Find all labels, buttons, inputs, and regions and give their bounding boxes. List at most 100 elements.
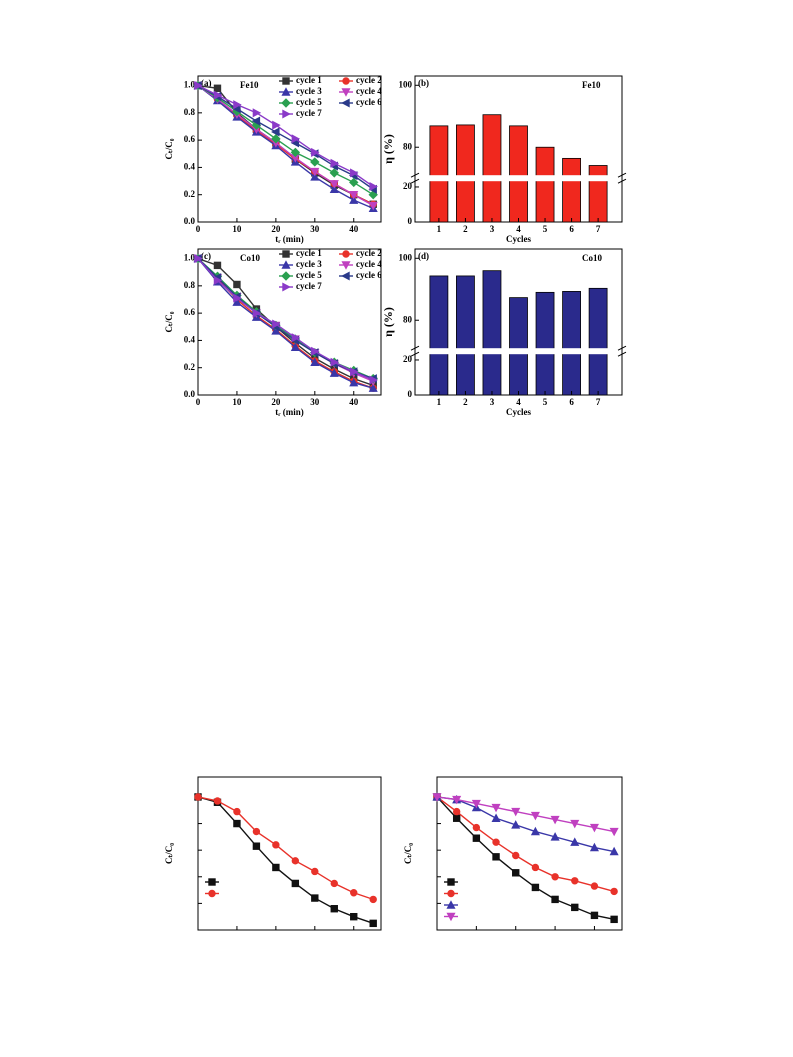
data-point — [310, 157, 320, 167]
data-point — [272, 319, 281, 329]
data-point — [349, 377, 359, 387]
data-point — [213, 261, 222, 270]
break-mark — [617, 351, 627, 357]
x-tick-label: 7 — [596, 397, 601, 407]
data-point — [251, 116, 261, 126]
y-axis-label: Cₜ/C₀ — [164, 138, 174, 159]
y-tick-label: 0.2 — [184, 362, 196, 372]
series-line — [436, 796, 615, 893]
break-mark — [410, 345, 420, 351]
y-tick-label: 0.0 — [184, 216, 196, 226]
data-point — [491, 803, 501, 813]
y-axis-label: Cₜ/C₀ — [164, 843, 174, 864]
data-point — [310, 167, 320, 177]
x-tick-label: 5 — [543, 224, 548, 234]
data-point — [551, 873, 559, 881]
bar — [509, 297, 528, 396]
bar — [509, 125, 528, 223]
y-tick-label: 100 — [399, 252, 413, 262]
data-point — [590, 911, 599, 920]
data-point — [194, 81, 203, 91]
data-point — [329, 368, 339, 377]
data-point — [349, 191, 359, 200]
bar — [429, 125, 449, 223]
data-point — [590, 882, 599, 890]
legend-marker — [281, 98, 291, 108]
legend-marker — [446, 900, 456, 909]
sample-label: Co10 — [582, 253, 602, 263]
x-tick-label: 0 — [196, 397, 201, 407]
x-tick-label: 2 — [463, 224, 468, 234]
data-point — [311, 346, 320, 356]
legend-marker — [447, 889, 455, 898]
bar — [535, 291, 555, 396]
data-point — [491, 813, 501, 822]
series-line — [197, 84, 374, 188]
data-point — [589, 842, 599, 852]
data-point — [350, 168, 359, 178]
data-point — [329, 180, 339, 189]
data-point — [609, 827, 619, 837]
legend-label: cycle 5 — [296, 97, 322, 107]
y-tick-label: 0.4 — [184, 161, 196, 171]
data-point — [232, 297, 242, 306]
legend-label: cycle 6 — [356, 270, 382, 280]
bar — [456, 124, 475, 223]
data-point — [252, 308, 262, 318]
data-point — [512, 851, 520, 860]
data-point — [272, 863, 280, 872]
data-point — [272, 120, 281, 130]
data-point — [233, 280, 241, 289]
x-tick-label: 6 — [569, 397, 574, 407]
data-point — [311, 147, 320, 157]
legend-marker — [341, 98, 350, 108]
legend-marker — [208, 889, 216, 898]
legend-label: cycle 1 — [296, 75, 322, 85]
x-tick-label: 40 — [349, 224, 359, 234]
x-tick-label: 5 — [543, 397, 548, 407]
data-point — [432, 793, 442, 802]
bar — [429, 275, 449, 396]
legend-marker — [447, 878, 455, 886]
data-point — [290, 147, 301, 158]
legend-label: cycle 3 — [296, 259, 322, 269]
legend-marker — [341, 88, 351, 97]
legend-marker — [341, 271, 350, 281]
data-point — [252, 827, 261, 836]
data-point — [213, 90, 223, 100]
data-point — [272, 841, 280, 849]
data-point — [531, 863, 540, 872]
y-tick-label: 0.6 — [184, 307, 196, 317]
data-point — [291, 857, 300, 865]
y-tick-label: 20 — [403, 181, 413, 191]
break-mark — [617, 178, 627, 184]
sample-label: Fe10 — [582, 80, 601, 90]
legend-marker — [282, 77, 290, 85]
data-point — [531, 883, 540, 892]
series-line — [197, 84, 374, 190]
x-axis-label: Cycles — [506, 234, 531, 244]
data-point — [350, 912, 358, 921]
series-line — [197, 84, 374, 207]
sample-label: Co10 — [240, 253, 260, 263]
x-tick-label: 30 — [310, 224, 320, 234]
axis-break — [415, 175, 622, 182]
x-tick-label: 0 — [196, 224, 201, 234]
data-point — [252, 842, 261, 850]
data-point — [610, 915, 618, 924]
data-point — [213, 84, 222, 92]
data-point — [271, 127, 280, 137]
y-tick-label: 0.2 — [184, 189, 196, 199]
x-tick-label: 10 — [232, 397, 242, 407]
data-point — [511, 807, 521, 817]
data-point — [369, 895, 377, 904]
y-tick-label: 1.0 — [184, 80, 196, 90]
bar — [482, 114, 502, 223]
y-tick-label: 80 — [403, 141, 413, 151]
data-point — [271, 134, 281, 144]
x-tick-label: 3 — [490, 397, 495, 407]
y-tick-label: 100 — [399, 79, 413, 89]
legend-label: cycle 4 — [356, 259, 382, 269]
plot-frame — [197, 776, 382, 931]
plot-frame — [197, 248, 382, 396]
